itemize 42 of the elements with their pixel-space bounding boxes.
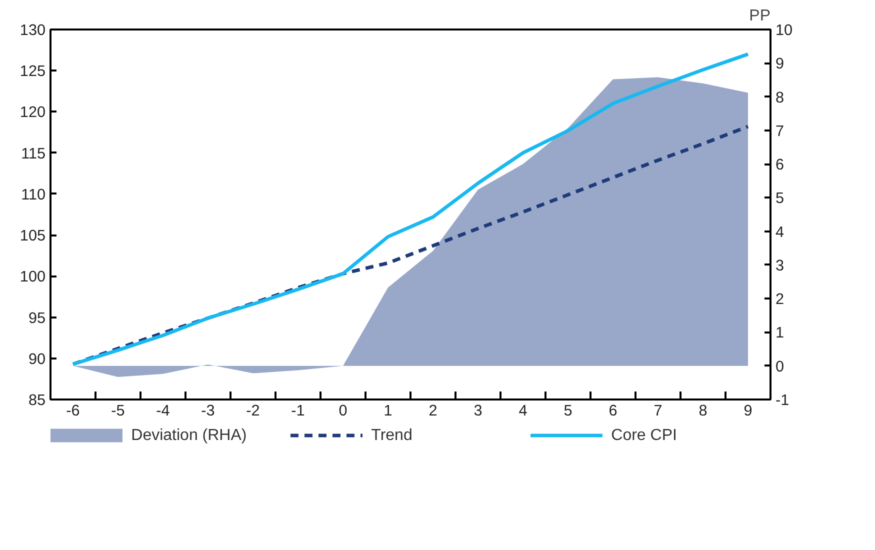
y-tick-label: 95 (28, 310, 46, 327)
y2-tick-label: 7 (776, 122, 784, 140)
x-tick-label: -1 (291, 402, 305, 420)
x-tick-label: 5 (564, 402, 572, 420)
y2-tick-label: 6 (776, 156, 784, 174)
y2-tick-label: 2 (776, 291, 784, 308)
legend-label: Core CPI (611, 427, 677, 444)
y2-tick-label: 3 (776, 257, 784, 274)
x-tick-label: -2 (246, 402, 260, 420)
x-tick-label: 2 (428, 402, 438, 420)
y-tick-label: 110 (21, 186, 46, 204)
x-tick-label: 3 (474, 402, 482, 420)
y-tick-label: 120 (20, 104, 46, 122)
legend-label: Deviation (RHA) (131, 427, 247, 444)
y-tick-label: 90 (28, 350, 46, 368)
y2-tick-label: 8 (776, 89, 784, 106)
x-tick-label: -6 (66, 402, 80, 420)
y-tick-label: 100 (20, 268, 46, 286)
y-tick-label: 105 (20, 228, 46, 245)
x-tick-label: 4 (518, 402, 528, 420)
x-tick-label: -3 (201, 402, 215, 420)
y-tick-label: 85 (28, 392, 46, 409)
x-tick-label: 1 (384, 402, 392, 420)
x-tick-label: 7 (654, 402, 662, 420)
legend-label: Trend (371, 427, 412, 444)
y-tick-label: 125 (20, 63, 46, 80)
y2-tick-label: 10 (776, 22, 793, 39)
x-tick-label: -5 (111, 402, 125, 420)
y2-tick-label: 0 (776, 358, 784, 376)
y-tick-label: 130 (20, 22, 46, 39)
y2-axis-title: PP (749, 8, 770, 24)
y2-tick-label: 1 (776, 324, 784, 342)
y2-tick-label: 5 (776, 190, 784, 208)
x-tick-label: 0 (338, 402, 348, 420)
y-tick-label: 115 (21, 145, 46, 162)
y2-tick-label: -1 (776, 392, 790, 409)
y2-tick-label: 9 (776, 56, 784, 73)
y2-tick-label: 4 (776, 224, 784, 241)
x-tick-label: 8 (698, 402, 708, 420)
x-tick-label: 9 (744, 402, 752, 420)
x-tick-label: 6 (608, 402, 618, 420)
x-tick-label: -4 (156, 402, 170, 420)
